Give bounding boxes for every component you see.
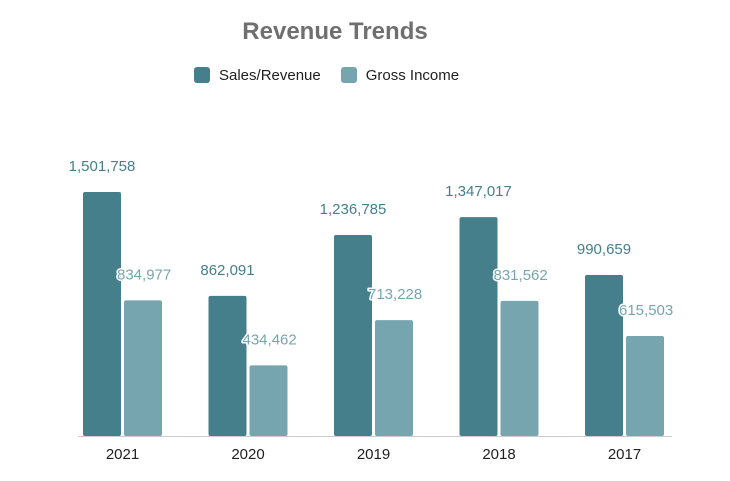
- bar-sales-revenue-2018[interactable]: [459, 217, 498, 436]
- bar-gross-income-2018[interactable]: [500, 300, 539, 436]
- data-label-gross-income-2021: 834,977: [117, 266, 171, 283]
- bar-sales-revenue-2020[interactable]: [208, 295, 247, 436]
- bar-sales-revenue-2021[interactable]: [83, 192, 121, 436]
- x-tick-label-2018: 2018: [482, 446, 515, 463]
- data-label-sales-revenue-2019: 1,236,785: [320, 201, 387, 218]
- bar-sales-revenue-2019[interactable]: [334, 235, 372, 436]
- legend: Sales/Revenue Gross Income: [194, 66, 459, 84]
- data-label-gross-income-2018: 831,562: [494, 267, 548, 284]
- x-tick-label-2017: 2017: [608, 446, 641, 463]
- bar-sales-revenue-2017[interactable]: [585, 275, 623, 436]
- x-tick-label-2021: 2021: [106, 446, 139, 463]
- data-label-sales-revenue-2018: 1,347,017: [445, 183, 512, 200]
- bar-gross-income-2017[interactable]: [626, 335, 664, 436]
- legend-label-sales-revenue: Sales/Revenue: [219, 66, 321, 84]
- legend-item-gross-income[interactable]: Gross Income: [340, 66, 460, 84]
- data-label-gross-income-2019: 713,228: [368, 286, 422, 303]
- bar-gross-income-2020[interactable]: [249, 365, 288, 436]
- x-tick-label-2019: 2019: [357, 446, 390, 463]
- x-tick-label-2020: 2020: [231, 446, 264, 463]
- data-label-sales-revenue-2020: 862,091: [200, 262, 254, 279]
- legend-item-sales-revenue[interactable]: Sales/Revenue: [194, 67, 321, 84]
- legend-swatch-gross-income: [340, 67, 357, 83]
- legend-label-gross-income: Gross Income: [365, 66, 460, 84]
- bar-gross-income-2019[interactable]: [375, 320, 413, 436]
- data-label-gross-income-2020: 434,462: [243, 331, 297, 348]
- bar-gross-income-2021[interactable]: [124, 300, 162, 436]
- chart-title: Revenue Trends: [242, 18, 428, 45]
- data-label-sales-revenue-2021: 1,501,758: [69, 158, 136, 175]
- data-label-sales-revenue-2017: 990,659: [577, 241, 631, 258]
- data-label-gross-income-2017: 615,503: [619, 302, 673, 319]
- legend-swatch-sales-revenue: [194, 67, 210, 83]
